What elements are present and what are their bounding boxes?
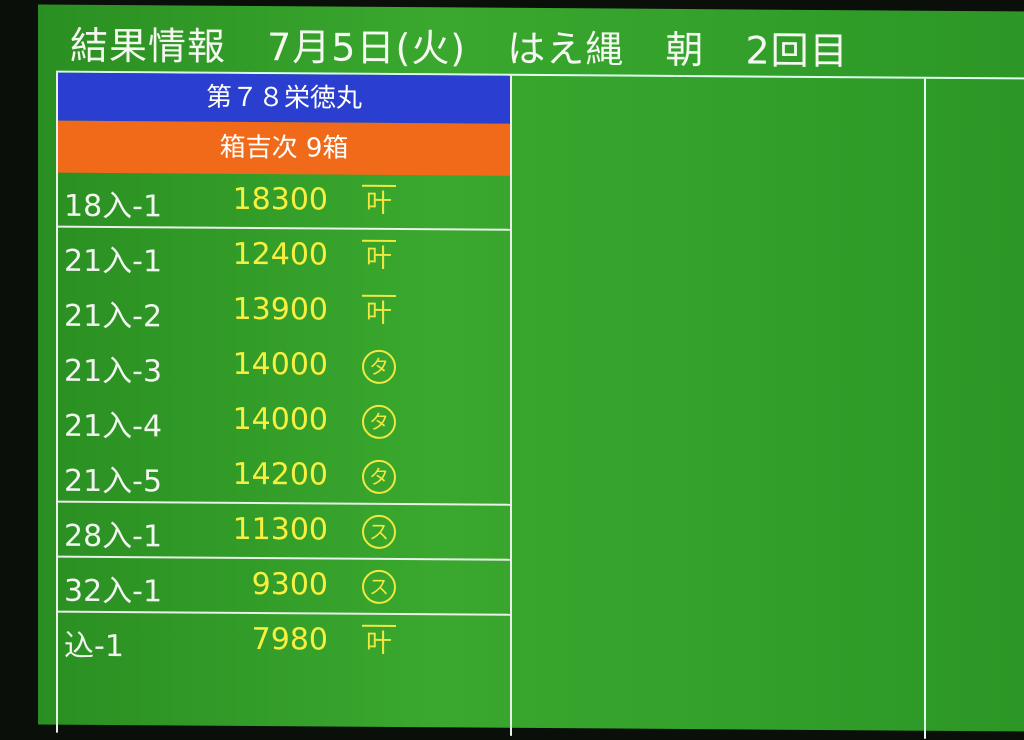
buyer-mark-icon: タ — [362, 459, 396, 495]
lot-label: 21入-2 — [64, 298, 163, 335]
lot-label: 21入-5 — [64, 463, 163, 500]
lot-label: 21入-1 — [64, 243, 163, 280]
result-row: 28入-1 11300 ス — [58, 502, 510, 561]
lot-label: 18入-1 — [64, 188, 163, 225]
buyer-mark-icon: タ — [362, 349, 396, 385]
result-row: 21入-4 14000 タ — [58, 393, 510, 451]
lot-label: 込-1 — [64, 628, 124, 665]
result-row: 18入-1 18300 叶 — [58, 172, 510, 231]
price: 18300 — [232, 181, 328, 218]
result-row: 込-1 7980 叶 — [58, 613, 510, 671]
buyer-mark-icon: タ — [362, 404, 396, 440]
result-row: 32入-1 9300 ス — [58, 557, 510, 616]
buyer-mark-icon: ス — [362, 569, 396, 605]
buyer-mark-icon: 叶 — [362, 184, 396, 220]
price: 14200 — [232, 456, 328, 493]
price: 12400 — [232, 236, 328, 273]
lot-label: 32入-1 — [64, 573, 163, 610]
price: 14000 — [232, 346, 328, 383]
result-row: 21入-3 14000 タ — [58, 338, 510, 396]
result-row: 21入-2 13900 叶 — [58, 283, 510, 341]
buyer-info: 箱吉次 9箱 — [58, 120, 510, 176]
round: 2回目 — [745, 28, 849, 74]
divider — [924, 78, 926, 739]
session: 朝 — [665, 27, 705, 73]
price: 7980 — [251, 622, 328, 658]
header: 結果情報 7月5日(火) はえ縄 朝 2回目 — [70, 15, 877, 76]
lot-label: 28入-1 — [64, 518, 163, 555]
lot-label: 21入-3 — [64, 353, 163, 390]
result-row: 21入-1 12400 叶 — [58, 228, 510, 286]
buyer-mark-icon: 叶 — [362, 624, 396, 660]
buyer-mark-icon: 叶 — [362, 294, 396, 330]
fish-type: はえ縄 — [507, 26, 625, 72]
result-row: 21入-5 14200 タ — [58, 447, 510, 506]
buyer-mark-icon: 叶 — [362, 239, 396, 275]
price: 14000 — [232, 401, 328, 438]
buyer-mark-icon: ス — [362, 514, 396, 550]
price: 9300 — [251, 567, 328, 603]
result-panel: 第７８栄徳丸 箱吉次 9箱 18入-1 18300 叶 21入-1 12400 叶… — [56, 72, 512, 736]
ship-name: 第７８栄徳丸 — [58, 72, 510, 124]
lot-label: 21入-4 — [64, 408, 163, 445]
date: 7月5日(火) — [267, 25, 467, 71]
price: 13900 — [232, 291, 328, 328]
results-screen: 結果情報 7月5日(火) はえ縄 朝 2回目 第７８栄徳丸 箱吉次 9箱 18入… — [38, 4, 1024, 739]
price: 11300 — [232, 511, 328, 548]
page-title: 結果情報 — [70, 23, 227, 69]
